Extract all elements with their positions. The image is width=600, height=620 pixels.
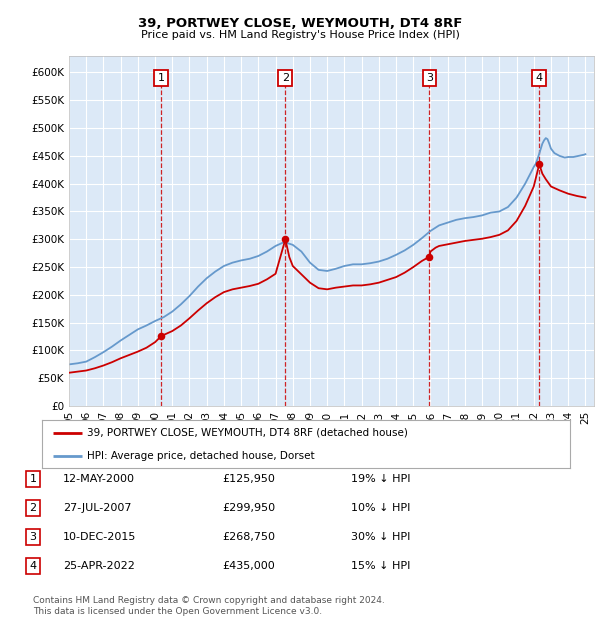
Text: 3: 3 [29, 532, 37, 542]
Text: 2: 2 [282, 73, 289, 83]
Text: 15% ↓ HPI: 15% ↓ HPI [351, 561, 410, 571]
Text: 30% ↓ HPI: 30% ↓ HPI [351, 532, 410, 542]
Text: Price paid vs. HM Land Registry's House Price Index (HPI): Price paid vs. HM Land Registry's House … [140, 30, 460, 40]
Text: HPI: Average price, detached house, Dorset: HPI: Average price, detached house, Dors… [87, 451, 314, 461]
Text: £435,000: £435,000 [222, 561, 275, 571]
Point [157, 331, 166, 341]
Point [425, 252, 434, 262]
Text: 3: 3 [426, 73, 433, 83]
Text: 12-MAY-2000: 12-MAY-2000 [63, 474, 135, 484]
Text: 10% ↓ HPI: 10% ↓ HPI [351, 503, 410, 513]
Point [281, 234, 290, 244]
Point [535, 159, 544, 169]
Text: 2: 2 [29, 503, 37, 513]
Text: 4: 4 [536, 73, 543, 83]
Text: 4: 4 [29, 561, 37, 571]
Text: 39, PORTWEY CLOSE, WEYMOUTH, DT4 8RF: 39, PORTWEY CLOSE, WEYMOUTH, DT4 8RF [138, 17, 462, 30]
Text: 19% ↓ HPI: 19% ↓ HPI [351, 474, 410, 484]
Text: Contains HM Land Registry data © Crown copyright and database right 2024.
This d: Contains HM Land Registry data © Crown c… [33, 596, 385, 616]
Text: 25-APR-2022: 25-APR-2022 [63, 561, 135, 571]
Text: £268,750: £268,750 [222, 532, 275, 542]
Text: 1: 1 [158, 73, 165, 83]
Text: £125,950: £125,950 [222, 474, 275, 484]
Text: £299,950: £299,950 [222, 503, 275, 513]
Text: 1: 1 [29, 474, 37, 484]
Text: 39, PORTWEY CLOSE, WEYMOUTH, DT4 8RF (detached house): 39, PORTWEY CLOSE, WEYMOUTH, DT4 8RF (de… [87, 428, 408, 438]
Text: 10-DEC-2015: 10-DEC-2015 [63, 532, 136, 542]
Text: 27-JUL-2007: 27-JUL-2007 [63, 503, 131, 513]
